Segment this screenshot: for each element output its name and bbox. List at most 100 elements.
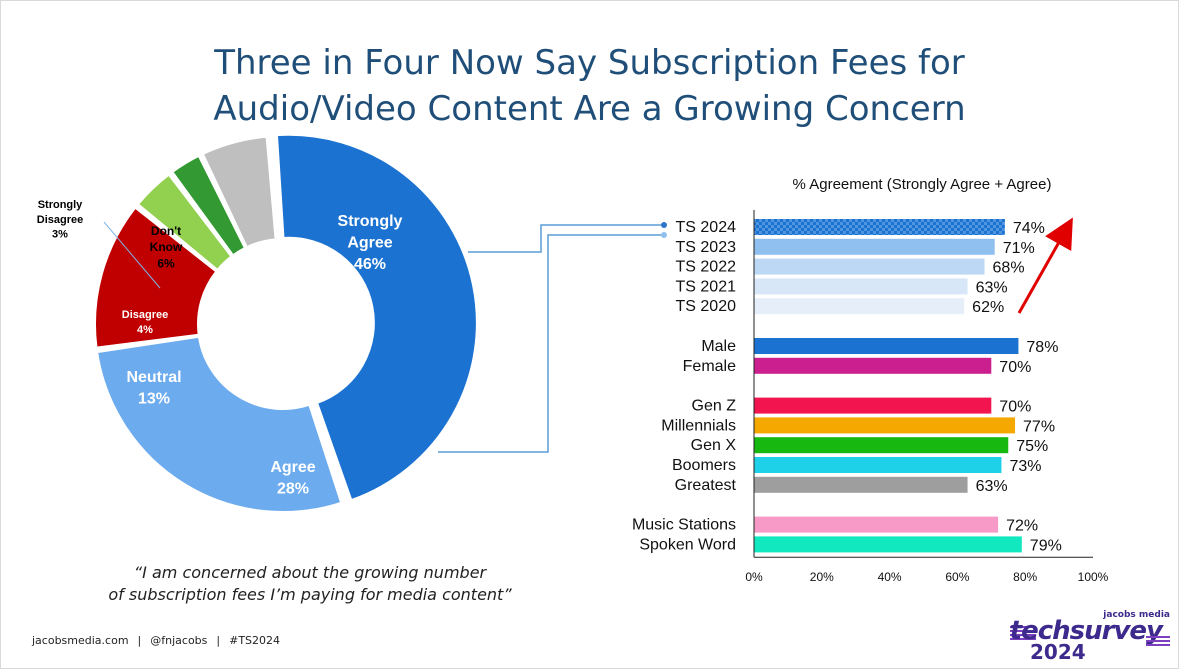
bar-millennials xyxy=(754,417,1016,434)
title-line-1: Three in Four Now Say Subscription Fees … xyxy=(214,43,965,83)
donut-slice-don-t-know xyxy=(201,135,277,249)
bar-label-greatest: Greatest xyxy=(675,477,737,494)
logo-stripes-right xyxy=(1146,636,1170,652)
survey-quote: “I am concerned about the growing number… xyxy=(60,562,560,606)
donut-slice-disagree xyxy=(136,173,233,272)
connector-agree xyxy=(438,234,664,453)
logo-main-text: techsurvey xyxy=(1009,616,1163,646)
donut-label-strongly-agree: Strongly Agree 46% xyxy=(338,213,403,273)
x-tick-20: 20% xyxy=(810,570,834,584)
donut-label-line: Neutral xyxy=(126,369,181,386)
strongly-disagree-leader-line xyxy=(103,221,161,289)
donut-label-agree: Agree 28% xyxy=(270,459,315,498)
donut-label-line: Strongly xyxy=(338,213,403,230)
bar-value-ts-2022: 68% xyxy=(993,260,1025,277)
donut-slice-strongly-agree xyxy=(275,133,478,502)
donut-label-don-t-know: Don't Know 6% xyxy=(150,224,183,270)
x-tick-0: 0% xyxy=(745,570,763,584)
donut-slice-agree xyxy=(95,335,343,513)
donut-label-value-strongly-disagree: 3% xyxy=(52,229,68,241)
donut-label-value-agree: 28% xyxy=(277,481,309,498)
bar-gen-z xyxy=(754,397,992,414)
donut-label-line: Agree xyxy=(270,459,315,476)
bar-label-female: Female xyxy=(683,358,736,375)
donut-label-strongly-disagree: Strongly Disagree 3% xyxy=(37,199,83,241)
bar-value-boomers: 73% xyxy=(1009,458,1041,475)
bar-value-female: 70% xyxy=(999,359,1031,376)
x-tick-80: 80% xyxy=(1013,570,1037,584)
bar-label-music-stations: Music Stations xyxy=(632,517,736,534)
quote-line-2: of subscription fees I’m paying for medi… xyxy=(108,585,512,604)
connector-dot-strongly-agree xyxy=(661,222,667,228)
bar-value-greatest: 63% xyxy=(976,478,1008,495)
connector-lines xyxy=(438,222,667,453)
footer-handle: @fnjacobs xyxy=(150,634,208,647)
donut-label-line: Know xyxy=(150,240,183,254)
title-line-2: Audio/Video Content Are a Growing Concer… xyxy=(213,89,966,129)
footer-site: jacobsmedia.com xyxy=(32,634,129,647)
bar-ts-2020 xyxy=(754,298,965,315)
bar-ts-2021 xyxy=(754,278,968,295)
connector-strongly-agree xyxy=(468,224,664,253)
bar-value-ts-2021: 63% xyxy=(976,279,1008,296)
donut-label-disagree: Disagree 4% xyxy=(122,309,168,336)
bar-label-ts-2024: TS 2024 xyxy=(676,219,737,236)
bar-value-spoken-word: 79% xyxy=(1030,537,1062,554)
donut-slice-strongly-disagree xyxy=(171,154,247,257)
bar-value-male: 78% xyxy=(1026,339,1058,356)
bar-label-millennials: Millennials xyxy=(661,417,736,434)
donut-label-value-disagree: 4% xyxy=(137,324,153,336)
logo-stripes-left xyxy=(1010,626,1036,642)
donut-chart: Strongly Agree 46% Agree 28% Neutral 13% Disagr… xyxy=(37,133,478,513)
bar-value-millennials: 77% xyxy=(1023,418,1055,435)
bar-music-stations xyxy=(754,516,999,533)
bar-chart: % Agreement (Strongly Agree + Agree) TS 2… xyxy=(632,176,1109,584)
bar-spoken-word xyxy=(754,536,1022,553)
connector-dot-agree xyxy=(661,232,667,238)
footer-tag: #TS2024 xyxy=(229,634,281,647)
bar-chart-title: % Agreement (Strongly Agree + Agree) xyxy=(793,176,1052,193)
bar-value-music-stations: 72% xyxy=(1006,518,1038,535)
bar-value-gen-z: 70% xyxy=(999,399,1031,416)
bar-label-ts-2022: TS 2022 xyxy=(676,259,737,276)
donut-label-line: Strongly xyxy=(38,199,83,211)
bar-label-male: Male xyxy=(701,338,736,355)
donut-label-value-neutral: 13% xyxy=(138,391,170,408)
bar-label-ts-2023: TS 2023 xyxy=(676,239,737,256)
donut-label-line: Disagree xyxy=(37,214,83,226)
trend-arrow xyxy=(1017,217,1073,314)
donut-label-line: Agree xyxy=(347,235,392,252)
footer: jacobsmedia.com | @fnjacobs | #TS2024 xyxy=(32,634,281,647)
bar-greatest xyxy=(754,476,968,493)
donut-label-value-strongly-agree: 46% xyxy=(354,256,386,273)
bar-label-boomers: Boomers xyxy=(672,457,736,474)
bar-value-ts-2023: 71% xyxy=(1003,240,1035,257)
x-tick-60: 60% xyxy=(945,570,969,584)
bar-label-ts-2021: TS 2021 xyxy=(676,278,737,295)
bar-ts-2022 xyxy=(754,258,985,275)
donut-label-line: Don't xyxy=(151,224,181,238)
bar-boomers xyxy=(754,457,1002,473)
bar-label-spoken-word: Spoken Word xyxy=(639,536,736,553)
logo-year-text: 2024 xyxy=(1030,640,1086,664)
donut-slice-neutral xyxy=(94,206,218,349)
bar-value-gen-x: 75% xyxy=(1016,438,1048,455)
techsurvey-logo: jacobs media techsurvey 2024 xyxy=(1009,610,1170,664)
bar-label-gen-x: Gen X xyxy=(691,437,737,454)
quote-line-1: “I am concerned about the growing number xyxy=(133,563,487,582)
bar-gen-x xyxy=(754,437,1009,454)
bar-label-gen-z: Gen Z xyxy=(692,398,737,415)
donut-label-line: Disagree xyxy=(122,309,168,321)
bar-ts-2024 xyxy=(754,219,1005,235)
logo-small-text: jacobs media xyxy=(1103,610,1170,620)
bar-label-ts-2020: TS 2020 xyxy=(676,298,737,315)
bar-male xyxy=(754,338,1019,354)
slide-title: Three in Four Now Say Subscription Fees … xyxy=(0,40,1179,132)
x-tick-100: 100% xyxy=(1078,570,1109,584)
bar-value-ts-2020: 62% xyxy=(972,299,1004,316)
donut-label-value-don-t-know: 6% xyxy=(157,256,175,270)
x-tick-40: 40% xyxy=(878,570,902,584)
bar-female xyxy=(754,357,992,374)
donut-label-neutral: Neutral 13% xyxy=(126,369,181,408)
